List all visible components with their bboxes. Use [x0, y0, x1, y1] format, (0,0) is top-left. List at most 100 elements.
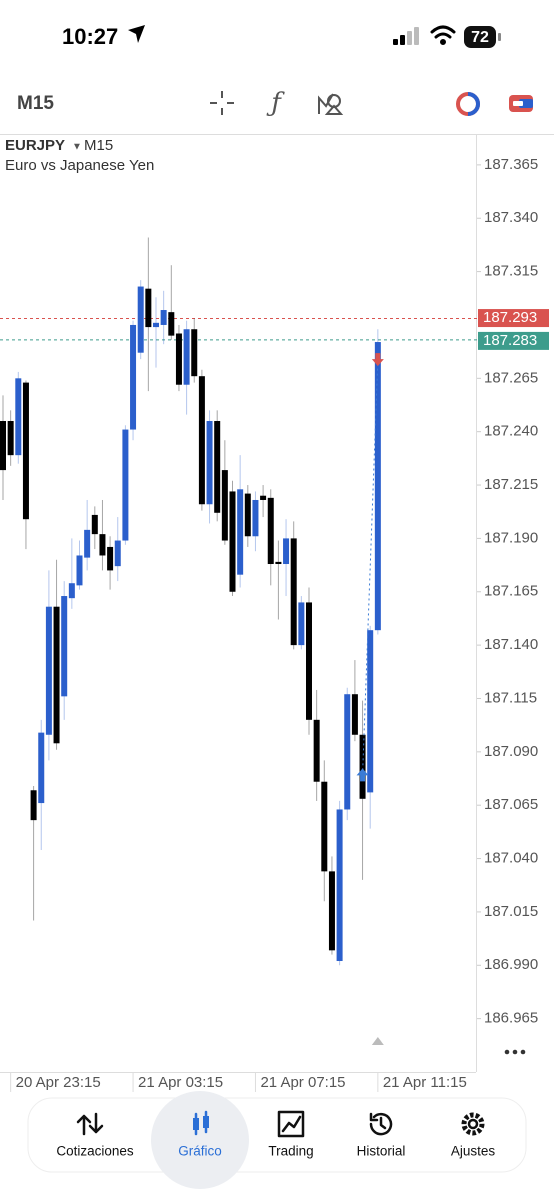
- nav-item[interactable]: Trading: [268, 1110, 314, 1159]
- candle-body: [359, 734, 366, 799]
- candle-body: [198, 376, 205, 505]
- nav-item[interactable]: Gráfico: [178, 1110, 222, 1159]
- y-tick-label: 186.965: [484, 1010, 538, 1027]
- candle-body: [267, 497, 274, 565]
- candle: [283, 519, 290, 597]
- candle-body: [145, 288, 152, 328]
- candle: [183, 320, 190, 415]
- battery: [464, 26, 496, 48]
- candle-body: [344, 694, 351, 810]
- timeframe-button[interactable]: M15: [17, 93, 54, 114]
- candle-body: [22, 382, 29, 520]
- y-tick-label: 187.340: [484, 209, 538, 226]
- candle-body: [367, 630, 374, 793]
- symbol-dropdown[interactable]: ▼: [72, 142, 82, 153]
- candle-body: [38, 732, 45, 804]
- candle-body: [306, 602, 312, 720]
- candle-body: [221, 470, 228, 541]
- candle: [191, 318, 198, 383]
- candle: [367, 625, 374, 829]
- candle-body: [260, 495, 267, 500]
- candle: [221, 440, 228, 545]
- candle: [168, 265, 175, 340]
- account-button[interactable]: [509, 95, 533, 112]
- nav-item[interactable]: Cotizaciones: [56, 1112, 134, 1159]
- candle-body: [61, 596, 68, 697]
- wifi-icon: [430, 25, 456, 45]
- candle-body: [183, 329, 190, 385]
- candle: [214, 410, 221, 522]
- candle: [229, 480, 236, 597]
- signal-icon: [393, 27, 419, 45]
- candle-body: [160, 310, 167, 325]
- sell-arrow: [371, 353, 384, 367]
- candle: [244, 485, 251, 547]
- nav-icon: [277, 1110, 305, 1138]
- candle-body: [191, 329, 198, 377]
- status-time: 10:27: [62, 24, 118, 49]
- y-tick-label: 187.115: [484, 689, 537, 706]
- candle: [351, 660, 358, 742]
- candle-body: [229, 491, 236, 592]
- y-tick-label: 187.065: [484, 796, 538, 813]
- candle: [321, 760, 328, 902]
- y-tick-label: 187.165: [484, 583, 538, 600]
- candle-body: [7, 421, 14, 456]
- candle: [328, 856, 335, 955]
- candle: [38, 719, 45, 851]
- y-tick-label: 187.215: [484, 476, 538, 493]
- x-tick-label: 20 Apr 23:15: [16, 1074, 101, 1091]
- candle: [153, 297, 159, 368]
- candle-body: [107, 546, 114, 571]
- price-label-box: [478, 309, 549, 328]
- location-icon: [128, 25, 145, 43]
- candle-body: [328, 871, 335, 951]
- candle-body: [130, 324, 137, 430]
- more-button[interactable]: [504, 1049, 526, 1055]
- candle-body: [252, 499, 259, 537]
- candle-body: [15, 378, 22, 456]
- candle-body: [313, 719, 320, 782]
- candle-body: [45, 606, 52, 735]
- candle-body: [298, 602, 305, 646]
- objects-button[interactable]: [318, 93, 344, 115]
- candle: [68, 538, 75, 609]
- candle: [160, 290, 167, 345]
- candle: [107, 536, 114, 590]
- trade-button[interactable]: [456, 92, 480, 116]
- nav-icon: [194, 1110, 208, 1136]
- candle: [260, 485, 267, 518]
- y-tick-label: 187.265: [484, 369, 538, 386]
- candle-body: [214, 421, 221, 513]
- candle-body: [283, 538, 290, 565]
- candle-body: [244, 493, 251, 537]
- y-tick-label: 187.040: [484, 850, 538, 867]
- candle: [206, 410, 213, 524]
- crosshair-button[interactable]: [210, 91, 234, 115]
- candle-body: [76, 555, 83, 586]
- x-tick-label: 21 Apr 07:15: [260, 1074, 345, 1091]
- candle-body: [351, 694, 358, 735]
- candle: [275, 540, 282, 620]
- candle-body: [0, 421, 6, 471]
- candle-body: [53, 606, 60, 744]
- nav-item[interactable]: Ajustes: [451, 1112, 496, 1159]
- indicators-button[interactable]: ƒ: [266, 88, 285, 118]
- buy-arrow: [356, 768, 369, 782]
- candle: [359, 700, 366, 880]
- y-tick-label: 187.240: [484, 423, 538, 440]
- candle: [61, 581, 68, 720]
- candle-body: [336, 809, 343, 962]
- nav-icon: [461, 1112, 485, 1136]
- nav-label: Historial: [357, 1144, 406, 1159]
- nav-item[interactable]: Historial: [357, 1112, 406, 1159]
- candle: [237, 455, 244, 588]
- candle: [145, 237, 152, 392]
- candle-body: [237, 489, 244, 575]
- y-tick-label: 186.990: [484, 956, 538, 973]
- candle: [45, 570, 52, 761]
- candle: [122, 425, 129, 545]
- candle: [7, 410, 14, 466]
